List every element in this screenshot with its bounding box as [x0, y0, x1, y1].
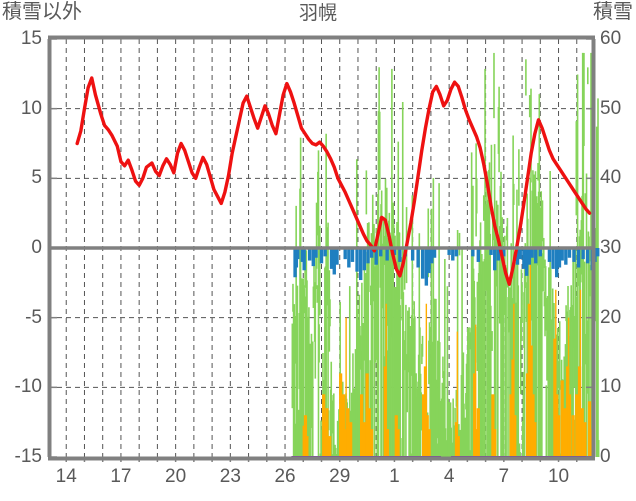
- y-left-tick-1: 10: [20, 97, 42, 119]
- y-left-tick-6: -15: [14, 446, 42, 467]
- y-right-tick-0: 60: [600, 28, 622, 49]
- y-right-tick-1: 50: [600, 97, 622, 119]
- x-tick-8: 7: [498, 466, 510, 487]
- x-tick-7: 4: [443, 466, 455, 487]
- y-left-tick-3: 0: [31, 237, 42, 258]
- y-left-tick-5: -10: [14, 376, 42, 398]
- x-tick-2: 20: [165, 466, 187, 487]
- x-tick-4: 26: [274, 466, 296, 487]
- chart-title: 羽幌: [298, 3, 337, 24]
- x-tick-9: 10: [547, 466, 570, 487]
- x-tick-5: 29: [329, 466, 351, 487]
- y-right-tick-2: 40: [600, 167, 622, 189]
- x-tick-1: 17: [110, 466, 132, 487]
- left-axis-title: 積雪以外: [2, 1, 82, 23]
- x-tick-6: 1: [389, 466, 400, 487]
- y-right-tick-4: 20: [600, 306, 622, 328]
- y-right-tick-5: 10: [600, 376, 622, 398]
- y-right-tick-6: 0: [600, 446, 611, 467]
- data-series: [75, 52, 600, 460]
- x-tick-0: 14: [55, 466, 77, 487]
- right-axis-title: 積雪: [593, 1, 633, 23]
- y-right-tick-3: 30: [600, 237, 622, 258]
- axis-ticks: [51, 38, 592, 462]
- y-left-tick-2: 5: [31, 167, 42, 189]
- x-tick-3: 23: [219, 466, 241, 487]
- y-left-tick-0: 15: [20, 28, 42, 49]
- y-left-tick-4: -5: [25, 306, 42, 328]
